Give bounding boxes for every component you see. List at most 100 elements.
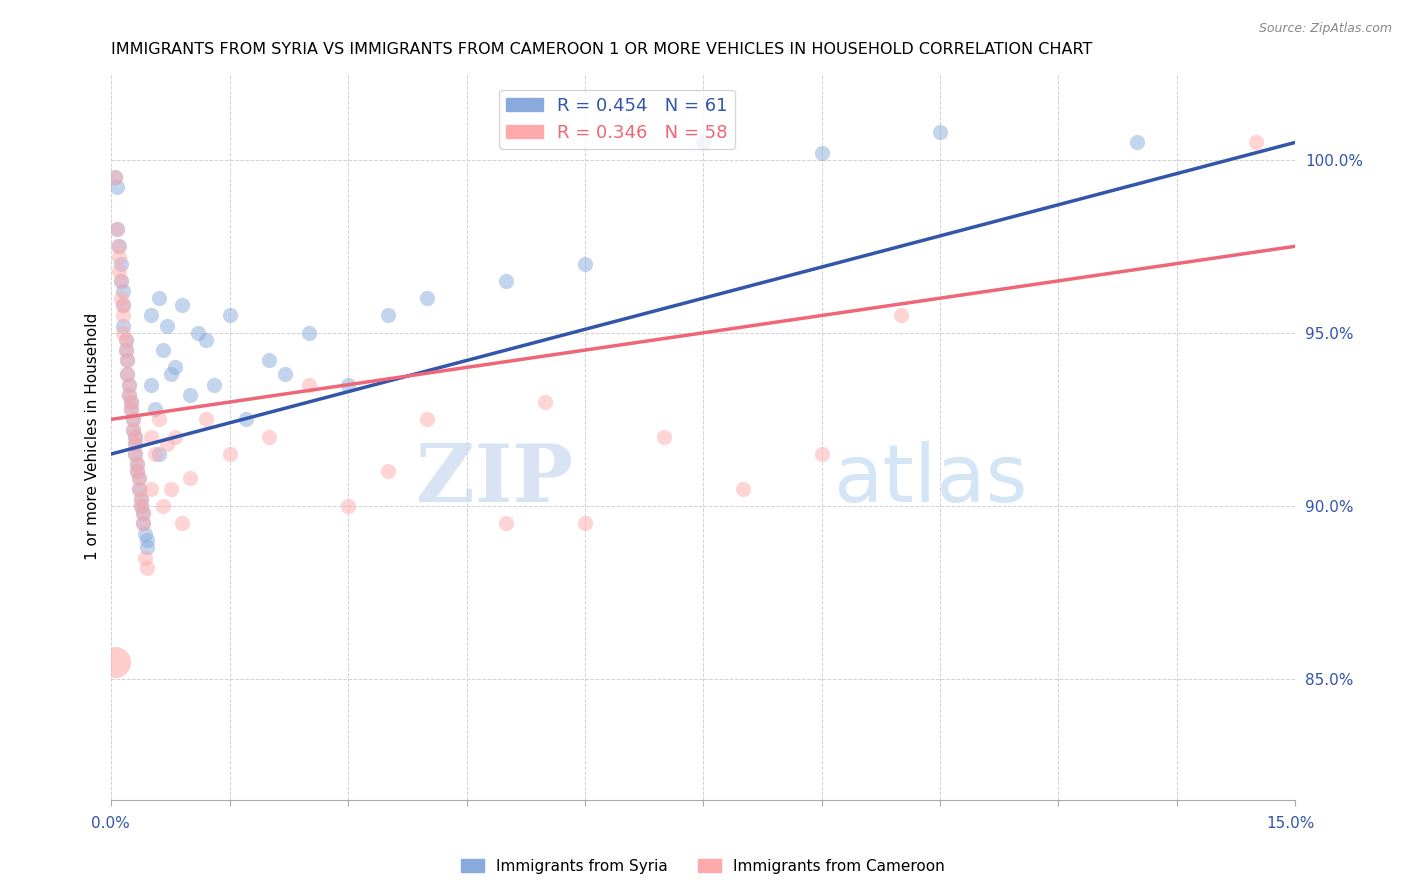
Text: 15.0%: 15.0% [1267, 816, 1315, 831]
Text: IMMIGRANTS FROM SYRIA VS IMMIGRANTS FROM CAMEROON 1 OR MORE VEHICLES IN HOUSEHOL: IMMIGRANTS FROM SYRIA VS IMMIGRANTS FROM… [111, 42, 1092, 57]
Point [114, 343, 136, 358]
Point [124, 447, 146, 461]
Point [132, 506, 155, 520]
Point [114, 333, 136, 347]
Point [108, 263, 131, 277]
Point [129, 491, 152, 506]
Point [118, 388, 141, 402]
Point [172, 516, 194, 531]
Point [337, 377, 360, 392]
Point [125, 458, 148, 472]
Point [110, 291, 132, 305]
Legend: R = 0.454   N = 61, R = 0.346   N = 58: R = 0.454 N = 61, R = 0.346 N = 58 [499, 89, 735, 149]
Point [118, 388, 141, 402]
Point [337, 499, 360, 513]
Point [187, 326, 209, 340]
Point [132, 516, 155, 531]
Point [128, 482, 150, 496]
Point [132, 506, 155, 520]
Point [104, 169, 127, 184]
Point [534, 395, 557, 409]
Point [124, 447, 146, 461]
Point [139, 430, 162, 444]
Point [156, 436, 179, 450]
Point [104, 655, 127, 669]
Point [810, 145, 832, 160]
Point [1126, 136, 1149, 150]
Point [195, 333, 218, 347]
Point [574, 256, 596, 270]
Point [148, 447, 170, 461]
Point [105, 222, 128, 236]
Point [115, 368, 138, 382]
Point [124, 436, 146, 450]
Point [143, 401, 166, 416]
Point [115, 353, 138, 368]
Point [143, 447, 166, 461]
Point [129, 499, 152, 513]
Point [235, 412, 257, 426]
Point [148, 291, 170, 305]
Text: atlas: atlas [834, 442, 1028, 519]
Point [124, 436, 146, 450]
Point [132, 516, 155, 531]
Point [163, 430, 186, 444]
Point [179, 388, 201, 402]
Point [274, 368, 297, 382]
Point [139, 309, 162, 323]
Point [121, 423, 143, 437]
Point [377, 309, 399, 323]
Point [135, 533, 157, 548]
Point [202, 377, 225, 392]
Point [128, 471, 150, 485]
Point [257, 430, 280, 444]
Text: ZIP: ZIP [416, 442, 574, 519]
Y-axis label: 1 or more Vehicles in Household: 1 or more Vehicles in Household [86, 313, 100, 560]
Point [652, 430, 675, 444]
Point [114, 333, 136, 347]
Point [121, 412, 143, 426]
Point [114, 343, 136, 358]
Point [159, 368, 181, 382]
Point [125, 464, 148, 478]
Point [692, 136, 714, 150]
Point [104, 169, 127, 184]
Point [416, 412, 439, 426]
Point [148, 412, 170, 426]
Point [156, 318, 179, 333]
Point [135, 541, 157, 555]
Legend: Immigrants from Syria, Immigrants from Cameroon: Immigrants from Syria, Immigrants from C… [454, 853, 952, 880]
Point [120, 401, 142, 416]
Point [129, 499, 152, 513]
Point [105, 222, 128, 236]
Point [124, 430, 146, 444]
Point [298, 377, 321, 392]
Point [108, 250, 131, 264]
Point [218, 309, 240, 323]
Point [495, 274, 517, 288]
Point [810, 447, 832, 461]
Point [495, 516, 517, 531]
Point [108, 239, 131, 253]
Point [110, 274, 132, 288]
Point [115, 368, 138, 382]
Point [129, 491, 152, 506]
Point [128, 482, 150, 496]
Point [124, 430, 146, 444]
Point [112, 285, 135, 299]
Point [112, 298, 135, 312]
Point [120, 395, 142, 409]
Point [112, 298, 135, 312]
Point [257, 353, 280, 368]
Point [121, 423, 143, 437]
Point [416, 291, 439, 305]
Point [112, 326, 135, 340]
Point [134, 526, 156, 541]
Point [152, 343, 174, 358]
Point [152, 499, 174, 513]
Point [110, 274, 132, 288]
Point [118, 377, 141, 392]
Point [110, 256, 132, 270]
Point [118, 377, 141, 392]
Point [125, 458, 148, 472]
